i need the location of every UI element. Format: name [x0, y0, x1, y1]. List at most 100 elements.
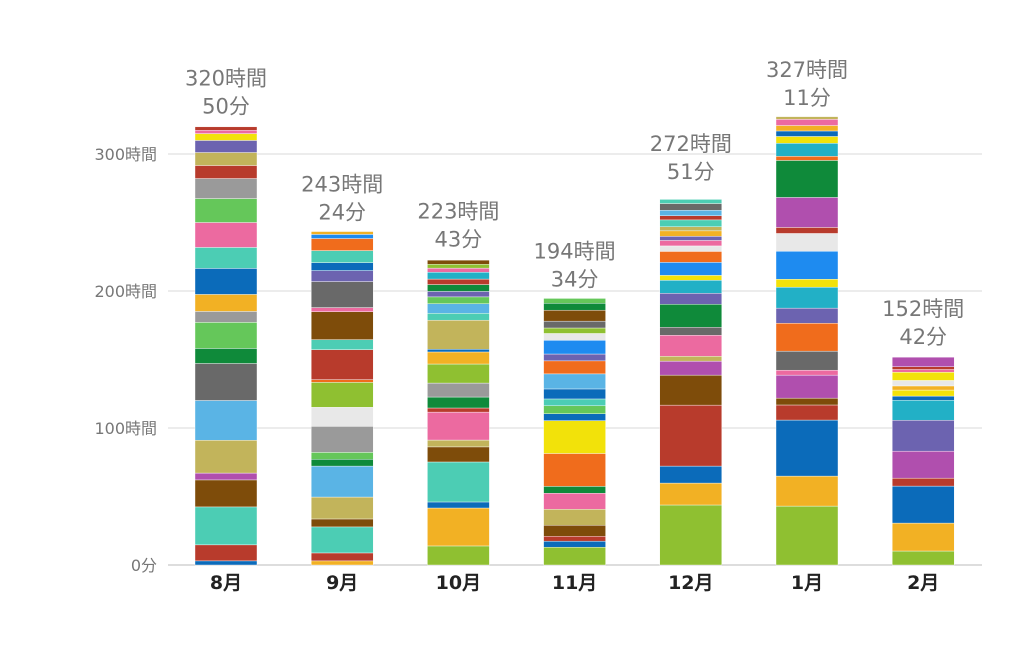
bar-segment: [543, 320, 606, 329]
bar-segment: [543, 509, 606, 526]
bar-segment: [427, 501, 490, 509]
bar-5: [659, 199, 722, 566]
total-label-minutes: 24分: [318, 201, 366, 225]
bar-segment: [775, 125, 839, 132]
bar-segment: [659, 236, 722, 241]
x-tick-label: 10月: [436, 572, 481, 594]
total-label-hours: 152時間: [882, 297, 964, 321]
bar-segment: [194, 140, 258, 153]
bar-segment: [775, 251, 839, 280]
bar-segment: [194, 560, 258, 566]
bar-segment: [194, 322, 258, 349]
bar-segment: [311, 407, 374, 427]
bar-segment: [892, 419, 955, 452]
bar-segment: [775, 350, 839, 371]
bar-segment: [427, 319, 490, 350]
bar-segment: [194, 472, 258, 481]
bar-segment: [311, 560, 374, 566]
x-tick-label: 1月: [791, 572, 823, 594]
bar-segment: [427, 259, 490, 265]
bar-segment: [775, 369, 839, 376]
total-label-hours: 327時間: [766, 58, 848, 82]
bar-segment: [194, 363, 258, 401]
bar-segment: [311, 526, 374, 554]
x-tick-label: 2月: [907, 572, 939, 594]
bar-segment: [311, 250, 374, 263]
bar-segment: [543, 309, 606, 322]
bar-segment: [659, 210, 722, 216]
bar-segment: [427, 284, 490, 292]
total-label-minutes: 51分: [667, 160, 715, 184]
bar-segment: [194, 198, 258, 223]
x-tick-label: 11月: [552, 572, 597, 594]
bar-segment: [311, 311, 374, 340]
bar-segment: [659, 404, 722, 467]
bar-segment: [543, 413, 606, 421]
bar-segment: [427, 291, 490, 298]
bar-segment: [311, 270, 374, 282]
bar-segment: [194, 126, 258, 131]
bar-segment: [775, 116, 839, 120]
bar-segment: [194, 400, 258, 441]
bar-segment: [543, 398, 606, 407]
bar-segment: [892, 369, 955, 373]
bar-segment: [194, 178, 258, 199]
bar-segment: [311, 382, 374, 408]
bar-segment: [194, 268, 258, 295]
bar-segment: [311, 496, 374, 520]
bar-segment: [194, 439, 258, 474]
bar-segment: [194, 130, 258, 134]
bar-segment: [311, 459, 374, 467]
total-label-hours: 243時間: [301, 173, 383, 197]
bar-segment: [543, 327, 606, 334]
bar-segment: [543, 536, 606, 542]
bar-segment: [892, 450, 955, 479]
bar-segment: [659, 199, 722, 204]
bar-segment: [892, 550, 955, 566]
bar-segment: [194, 311, 258, 323]
bar-segment: [659, 280, 722, 294]
bar-segment: [659, 275, 722, 281]
bar-segment: [543, 353, 606, 362]
bar-segment: [892, 385, 955, 391]
bar-segment: [775, 475, 839, 507]
bar-segment: [775, 227, 839, 234]
bar-segment: [427, 267, 490, 273]
bar-segment: [311, 452, 374, 460]
y-tick-label: 300時間: [94, 145, 157, 164]
total-label-minutes: 50分: [202, 94, 250, 118]
bar-segment: [659, 230, 722, 237]
bar-segment: [543, 493, 606, 510]
x-tick-label: 9月: [326, 572, 358, 594]
total-label-hours: 194時間: [534, 239, 616, 263]
bar-segment: [311, 349, 374, 380]
bar-segment: [427, 278, 490, 285]
bar-segment: [427, 303, 490, 314]
bar-segment: [311, 231, 374, 235]
bar-segment: [543, 360, 606, 375]
bar-segment: [543, 333, 606, 341]
bar-segment: [194, 133, 258, 141]
bar-segment: [659, 374, 722, 406]
bar-segment: [427, 349, 490, 353]
bar-segment: [311, 426, 374, 453]
bar-segment: [659, 327, 722, 336]
total-label-minutes: 42分: [899, 325, 947, 349]
bar-segment: [892, 477, 955, 487]
bar-segment: [659, 335, 722, 357]
bar-segment: [194, 294, 258, 312]
y-tick-label: 0分: [131, 556, 157, 575]
bar-segment: [659, 356, 722, 362]
bar-segment: [892, 522, 955, 552]
bar-6: [775, 116, 839, 566]
bar-segment: [427, 407, 490, 413]
total-label-hours: 223時間: [417, 200, 499, 224]
bar-segment: [775, 279, 839, 288]
bar-segment: [659, 504, 722, 566]
bar-segment: [427, 439, 490, 448]
bar-segment: [775, 119, 839, 126]
bar-segment: [543, 420, 606, 454]
bar-segment: [427, 411, 490, 441]
bar-segment: [659, 240, 722, 247]
